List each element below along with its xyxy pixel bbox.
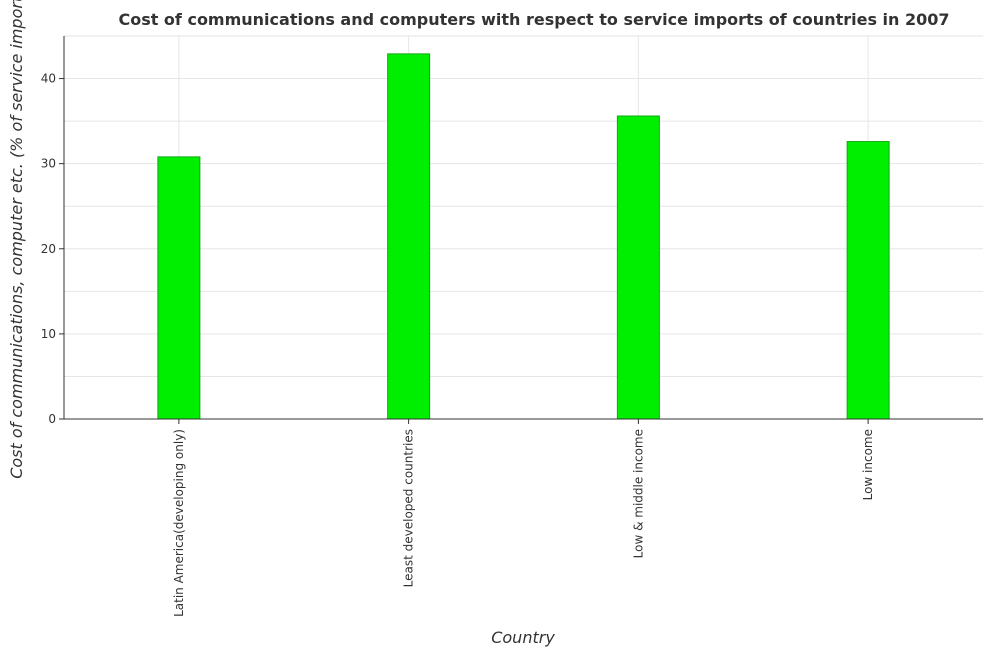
axes	[59, 36, 983, 424]
grid-lines	[64, 35, 983, 420]
bars	[157, 53, 890, 420]
x-tick-label: Low & middle income	[631, 429, 645, 558]
bar	[157, 156, 201, 420]
x-tick-label: Latin America(developing only)	[172, 429, 186, 617]
x-tick-label: Least developed countries	[402, 429, 416, 587]
bar	[387, 53, 431, 420]
y-axis-label: Cost of communications, computer etc. (%…	[7, 0, 26, 479]
y-tick-label: 10	[41, 327, 56, 341]
x-axis-label: Country	[491, 628, 555, 647]
y-tick-label: 40	[41, 72, 56, 86]
y-tick-label: 20	[41, 242, 56, 256]
chart-title: Cost of communications and computers wit…	[118, 10, 949, 29]
x-tick-label: Low income	[861, 429, 875, 500]
bar	[616, 115, 660, 420]
tick-labels: 0 10 20 30 40 Latin America(developing only) L…	[41, 72, 875, 617]
bar	[846, 141, 890, 420]
y-tick-label: 30	[41, 157, 56, 171]
y-tick-label: 0	[48, 412, 56, 426]
